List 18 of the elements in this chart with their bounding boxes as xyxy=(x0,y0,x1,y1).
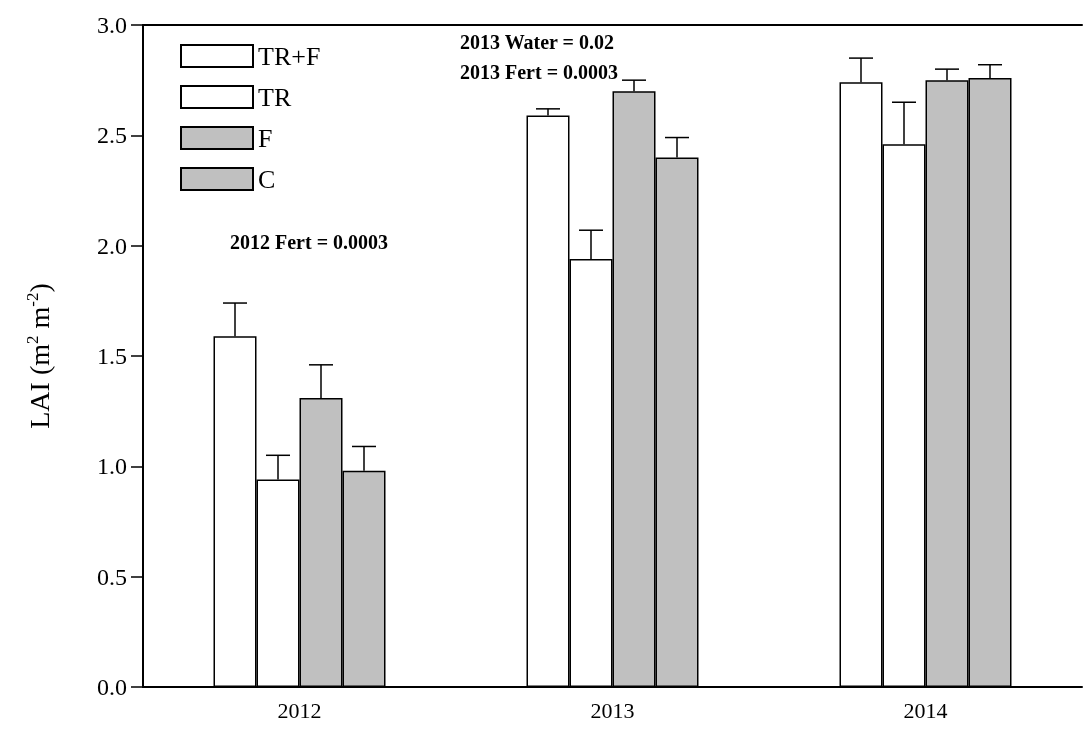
y-tick-label: 1.0 xyxy=(97,453,127,480)
y-tick-label: 0.0 xyxy=(97,674,127,700)
y-tick-label: 3.0 xyxy=(97,12,127,38)
legend-label: TR+F xyxy=(258,41,321,71)
x-tick-label: 2014 xyxy=(903,697,948,723)
x-tick-label: 2012 xyxy=(277,697,322,723)
y-tick-label: 1.5 xyxy=(97,343,127,369)
legend-label: TR xyxy=(258,82,292,112)
y-axis-title: LAI (m2 m-2) xyxy=(23,283,55,429)
x-tick-label: 2013 xyxy=(590,697,635,723)
annotation: 2013 Water = 0.02 xyxy=(460,31,614,53)
y-tick-label: 0.5 xyxy=(97,563,127,590)
annotation: 2012 Fert = 0.0003 xyxy=(230,231,389,253)
legend-label: C xyxy=(258,164,276,194)
annotation: 2013 Fert = 0.0003 xyxy=(460,61,619,83)
y-tick-label: 2.5 xyxy=(97,122,127,149)
y-tick-label: 2.0 xyxy=(97,232,127,259)
legend-label: F xyxy=(258,123,273,153)
